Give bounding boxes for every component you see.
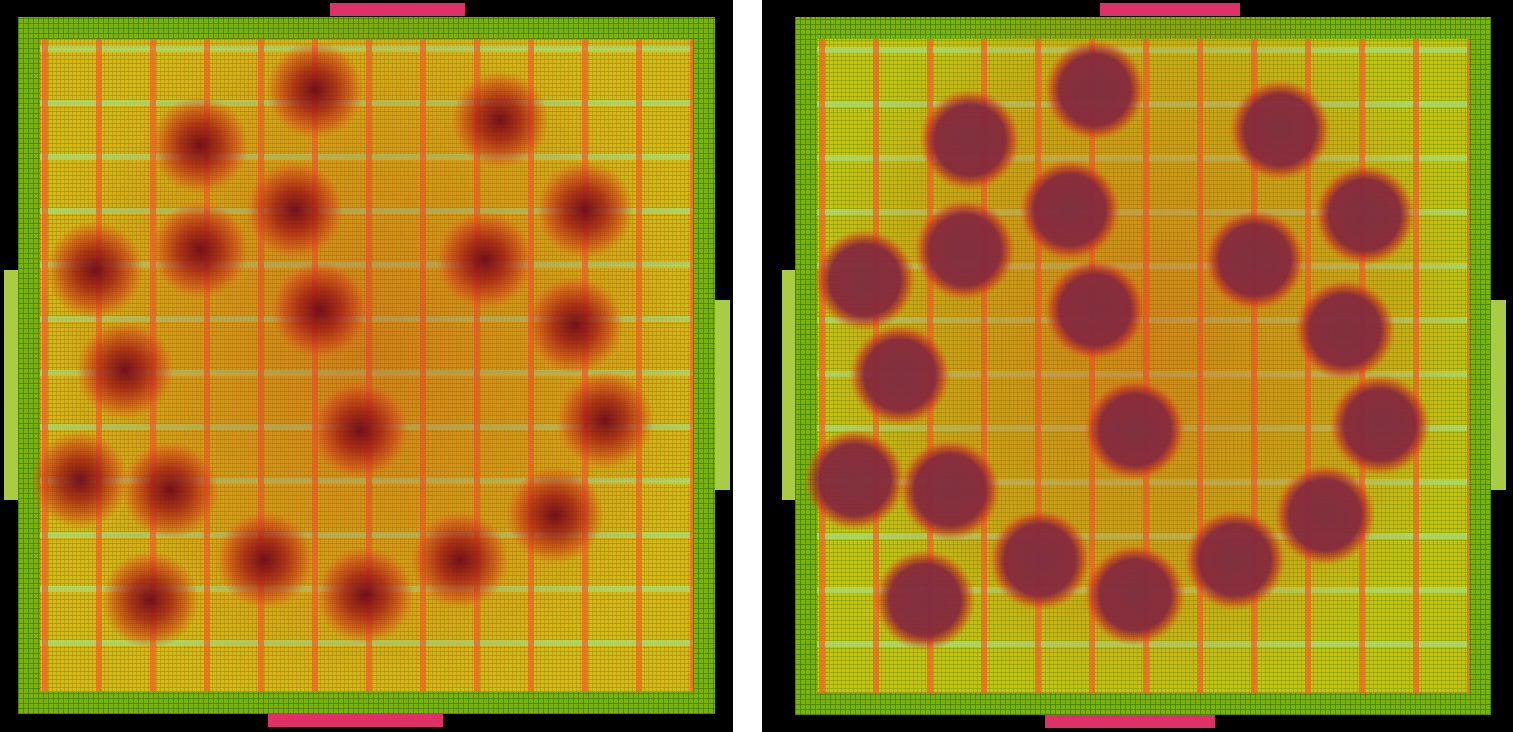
density-hotspot [412, 512, 508, 608]
density-hotspot [312, 382, 408, 478]
left-panel [0, 0, 733, 732]
density-hotspot [805, 430, 905, 530]
density-hotspot [507, 467, 603, 563]
density-hotspot [850, 325, 950, 425]
density-hotspot [1085, 545, 1185, 645]
density-hotspot [1295, 280, 1395, 380]
density-hotspot [1330, 375, 1430, 475]
pin-cluster [1045, 715, 1215, 728]
pin-cluster [1100, 3, 1240, 16]
density-hotspot [152, 97, 248, 193]
density-hotspot [452, 72, 548, 168]
density-hotspot [1045, 260, 1145, 360]
density-hotspot [47, 222, 143, 318]
density-hotspot [527, 277, 623, 373]
pin-cluster [268, 714, 443, 727]
pin-cluster [1491, 300, 1506, 490]
chip-layout [18, 17, 715, 714]
density-hotspot [77, 322, 173, 418]
density-hotspot [217, 512, 313, 608]
density-hotspot [815, 230, 915, 330]
density-hotspot [247, 162, 343, 258]
pin-cluster [4, 270, 18, 500]
density-hotspot [152, 202, 248, 298]
pin-cluster [715, 300, 730, 490]
pin-cluster [782, 270, 795, 500]
density-hotspot [875, 550, 975, 650]
right-panel [762, 0, 1513, 732]
density-hotspot [1230, 80, 1330, 180]
density-hotspot [1275, 465, 1375, 565]
density-hotspot [317, 547, 413, 643]
density-hotspot [1185, 510, 1285, 610]
pin-cluster [330, 3, 465, 16]
chip-layout [795, 17, 1491, 715]
density-hotspot [557, 372, 653, 468]
density-hotspot [1020, 160, 1120, 260]
density-hotspot [102, 552, 198, 648]
density-hotspot [990, 510, 1090, 610]
density-hotspot [900, 440, 1000, 540]
density-hotspot [122, 442, 218, 538]
density-hotspot [915, 200, 1015, 300]
density-hotspot [1315, 165, 1415, 265]
density-hotspot [272, 262, 368, 358]
density-hotspot [1205, 210, 1305, 310]
density-hotspot [920, 90, 1020, 190]
density-hotspot [537, 162, 633, 258]
density-hotspot [437, 212, 533, 308]
density-hotspot [1085, 380, 1185, 480]
density-hotspot [32, 432, 128, 528]
density-hotspot [1045, 40, 1145, 140]
density-hotspot [267, 42, 363, 138]
